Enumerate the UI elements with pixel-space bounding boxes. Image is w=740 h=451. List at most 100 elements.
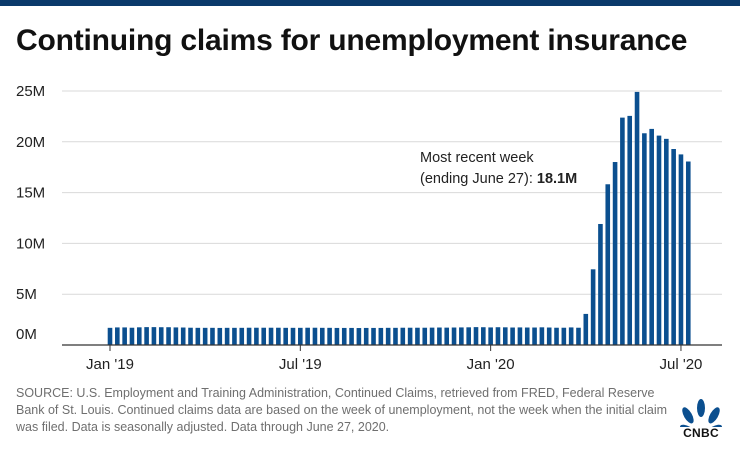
bar — [276, 327, 281, 345]
cnbc-logo-text: CNBC — [683, 426, 719, 440]
bar — [341, 327, 347, 345]
bar — [524, 327, 530, 345]
x-tick-label: Jul '20 — [660, 356, 703, 373]
bar — [605, 184, 611, 345]
bar — [517, 327, 523, 345]
bar — [312, 327, 318, 345]
y-tick-label: 10M — [16, 235, 45, 252]
annotation-line2: (ending June 27): 18.1M — [420, 171, 577, 187]
bar — [678, 154, 684, 345]
bar — [576, 327, 581, 345]
bar — [415, 327, 420, 345]
bar — [327, 327, 332, 345]
bar — [334, 327, 340, 345]
bar — [598, 223, 603, 345]
annotation-prefix: (ending June 27): — [420, 171, 537, 187]
bar — [158, 327, 164, 345]
bar — [656, 135, 662, 345]
y-tick-label: 5M — [16, 286, 37, 303]
bar — [239, 327, 245, 345]
bar — [481, 327, 486, 345]
bar — [488, 327, 493, 345]
annotation-value: 18.1M — [537, 171, 577, 187]
y-tick-label: 25M — [16, 83, 45, 100]
bar — [671, 149, 676, 345]
bar — [173, 327, 179, 345]
bar — [224, 327, 230, 345]
x-axis-ticks: Jan '19 Jul '19 Jan '20 Jul '20 — [86, 345, 702, 373]
bar — [502, 327, 508, 345]
bar — [305, 327, 310, 345]
bar — [129, 327, 135, 345]
bar — [627, 115, 633, 345]
gridlines — [62, 90, 722, 295]
bar — [510, 327, 515, 345]
x-tick-label: Jan '19 — [86, 356, 134, 373]
bar — [590, 269, 596, 345]
bar — [166, 327, 171, 345]
bar — [459, 327, 464, 345]
bar — [400, 327, 406, 345]
bar — [437, 327, 442, 345]
y-tick-label: 20M — [16, 134, 45, 151]
source-note: SOURCE: U.S. Employment and Training Adm… — [16, 386, 668, 434]
bar — [649, 128, 654, 345]
bar — [180, 327, 186, 345]
bar — [407, 327, 413, 345]
bar — [620, 117, 625, 346]
bar — [634, 91, 640, 345]
bar — [371, 327, 376, 345]
bar — [554, 327, 559, 345]
bar — [298, 327, 303, 345]
chart-title: Continuing claims for unemployment insur… — [16, 24, 688, 57]
bar — [151, 327, 157, 345]
bar — [122, 327, 127, 345]
bar — [195, 327, 201, 345]
annotation-line1: Most recent week — [420, 150, 534, 166]
bar — [642, 133, 647, 345]
bar — [532, 327, 537, 345]
bar — [546, 327, 552, 345]
bar — [444, 327, 450, 345]
bar — [268, 327, 274, 345]
bar — [583, 313, 589, 345]
bar — [664, 138, 669, 345]
y-tick-label: 15M — [16, 185, 45, 202]
bar — [349, 327, 354, 345]
y-axis-ticks: 0M 5M 10M 15M 20M 25M — [16, 83, 45, 343]
bar — [217, 327, 223, 345]
bar — [568, 327, 574, 345]
bar — [107, 327, 113, 345]
bar — [451, 327, 457, 345]
bar — [393, 327, 398, 345]
bar — [473, 327, 479, 345]
bar — [685, 161, 691, 345]
bar — [561, 327, 567, 345]
bar — [188, 327, 193, 345]
y-tick-label: 0M — [16, 326, 37, 343]
bar — [246, 327, 252, 345]
top-accent-bar — [0, 0, 740, 6]
bar — [115, 327, 120, 345]
bar — [363, 327, 369, 345]
cnbc-peacock-icon — [680, 399, 722, 437]
bar — [612, 162, 618, 345]
bar — [210, 327, 215, 345]
bar — [254, 327, 259, 345]
bar — [290, 327, 296, 345]
bar — [356, 328, 362, 345]
chart-area: 0M 5M 10M 15M 20M 25M Jan '19 Jul '19 Jan '20 Ju… — [16, 83, 722, 373]
bar — [539, 327, 545, 345]
bars — [107, 91, 691, 346]
bar — [136, 327, 142, 345]
x-tick-label: Jul '19 — [279, 356, 322, 373]
bar — [283, 327, 288, 345]
x-tick-label: Jan '20 — [467, 356, 515, 373]
bar — [378, 327, 384, 345]
cnbc-logo: CNBC — [674, 399, 728, 440]
bar — [429, 327, 435, 345]
bar — [385, 327, 391, 345]
bar — [495, 327, 501, 345]
bar — [232, 327, 237, 345]
bar — [422, 327, 428, 345]
